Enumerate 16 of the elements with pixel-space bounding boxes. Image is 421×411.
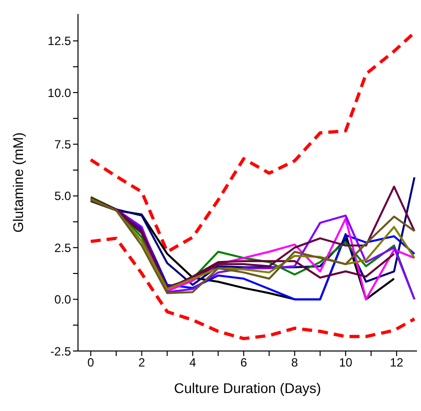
y-tick-label: 5.0 [54,189,72,204]
y-tick-label: 12.5 [48,34,72,48]
x-tick-label: 4 [189,356,196,370]
x-tick-label: 0 [87,356,94,370]
x-tick-label: 2 [138,356,146,370]
y-tick-label: 10.0 [48,86,72,100]
x-tick-label: 6 [240,356,248,370]
x-tick-label: 10 [338,356,353,370]
x-tick-label: 8 [291,356,298,370]
y-tick-label: 7.5 [54,138,72,152]
y-tick-label: 0.0 [54,292,72,307]
y-tick-label: 2.5 [54,240,72,255]
x-axis-title: Culture Duration (Days) [174,380,322,396]
y-axis-title: Glutamine (mM) [10,132,26,233]
y-tick-label: -2.5 [50,344,72,358]
x-tick-label: 12 [390,356,404,370]
